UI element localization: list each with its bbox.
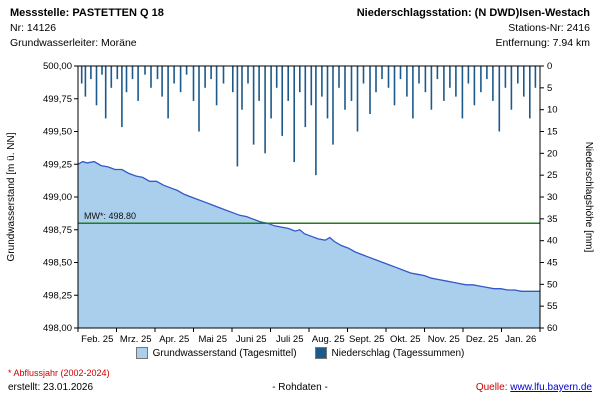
source-line: Quelle: www.lfu.bayern.de — [476, 382, 592, 393]
svg-text:40: 40 — [547, 236, 558, 247]
svg-text:55: 55 — [547, 301, 558, 312]
source-link[interactable]: www.lfu.bayern.de — [510, 382, 592, 393]
svg-text:499,75: 499,75 — [43, 94, 72, 105]
svg-text:Mrz. 25: Mrz. 25 — [120, 334, 152, 345]
legend-label-groundwater: Grundwasserstand (Tagesmittel) — [152, 347, 297, 359]
svg-text:5: 5 — [547, 83, 552, 94]
svg-text:Apr. 25: Apr. 25 — [159, 334, 189, 345]
svg-text:25: 25 — [547, 170, 558, 181]
svg-text:60: 60 — [547, 323, 558, 334]
chart-legend: Grundwasserstand (Tagesmittel) Niedersch… — [0, 347, 600, 359]
groundwater-line-series — [77, 160, 540, 292]
right-axis-title: Niederschlagshöhe [mm] — [583, 142, 594, 253]
precip-station-number: Stations-Nr: 2416 — [508, 22, 590, 34]
svg-text:498,50: 498,50 — [43, 258, 72, 269]
svg-text:Juni 25: Juni 25 — [236, 334, 267, 345]
right-axis: 0 5 10 15 20 25 30 35 40 45 50 55 60 — [540, 61, 558, 334]
svg-text:Okt. 25: Okt. 25 — [390, 334, 421, 345]
precip-station-header-right: Niederschlagsstation: (N DWD)Isen-Westac… — [357, 6, 590, 51]
svg-text:Sept. 25: Sept. 25 — [349, 334, 384, 345]
svg-text:Juli 25: Juli 25 — [276, 334, 303, 345]
precipitation-bar-series — [80, 66, 537, 176]
precip-station-title: Niederschlagsstation: (N DWD)Isen-Westac… — [356, 7, 590, 19]
left-axis-title: Grundwasserstand [m ü. NN] — [6, 132, 17, 261]
station-header-left: Messstelle: PASTETTEN Q 18 Nr: 14126 Gru… — [10, 6, 164, 51]
svg-text:45: 45 — [547, 258, 558, 269]
mean-water-level-line: MW*: 498.80 — [78, 211, 540, 224]
station-number: Nr: 14126 — [10, 22, 57, 34]
svg-text:Mai 25: Mai 25 — [198, 334, 227, 345]
created-date: erstellt: 23.01.2026 — [8, 382, 94, 393]
raw-data-label: - Rohdaten - — [272, 382, 328, 393]
svg-text:Aug. 25: Aug. 25 — [312, 334, 345, 345]
svg-text:20: 20 — [547, 148, 558, 159]
x-axis: Feb. 25 Mrz. 25 Apr. 25 Mai 25 Juni 25 Juli 2… — [77, 328, 541, 345]
svg-text:Jan. 26: Jan. 26 — [505, 334, 536, 345]
svg-text:15: 15 — [547, 127, 558, 138]
precip-station-distance: Entfernung: 7.94 km — [495, 37, 590, 49]
legend-item-groundwater: Grundwasserstand (Tagesmittel) — [135, 347, 297, 359]
svg-text:499,25: 499,25 — [43, 159, 72, 170]
svg-text:498,75: 498,75 — [43, 225, 72, 236]
svg-text:500,00: 500,00 — [43, 61, 72, 72]
svg-text:Nov. 25: Nov. 25 — [428, 334, 460, 345]
svg-text:499,50: 499,50 — [43, 127, 72, 138]
svg-text:498,25: 498,25 — [43, 290, 72, 301]
footnote-abflussjahr: * Abflussjahr (2002-2024) — [8, 368, 110, 378]
precipitation-swatch-icon — [314, 347, 327, 359]
source-label: Quelle: — [475, 382, 508, 393]
svg-text:50: 50 — [547, 279, 558, 290]
groundwater-area-series — [78, 161, 540, 328]
svg-text:499,00: 499,00 — [43, 192, 72, 203]
svg-text:0: 0 — [547, 61, 552, 72]
mean-line-label: MW*: 498.80 — [84, 211, 136, 221]
svg-text:35: 35 — [547, 214, 558, 225]
legend-item-precipitation: Niederschlag (Tagessummen) — [314, 347, 465, 359]
left-axis: 498,00 498,25 498,50 498,75 499,00 499,25 499,… — [43, 61, 78, 334]
svg-text:Dez. 25: Dez. 25 — [466, 334, 499, 345]
aquifer-label: Grundwasserleiter: Moräne — [10, 37, 137, 49]
legend-label-precipitation: Niederschlag (Tagessummen) — [331, 347, 465, 359]
svg-text:10: 10 — [547, 105, 558, 116]
station-title: Messstelle: PASTETTEN Q 18 — [10, 7, 164, 19]
svg-text:30: 30 — [547, 192, 558, 203]
svg-text:498,00: 498,00 — [43, 323, 72, 334]
svg-text:Feb. 25: Feb. 25 — [81, 334, 113, 345]
groundwater-swatch-icon — [135, 347, 148, 359]
